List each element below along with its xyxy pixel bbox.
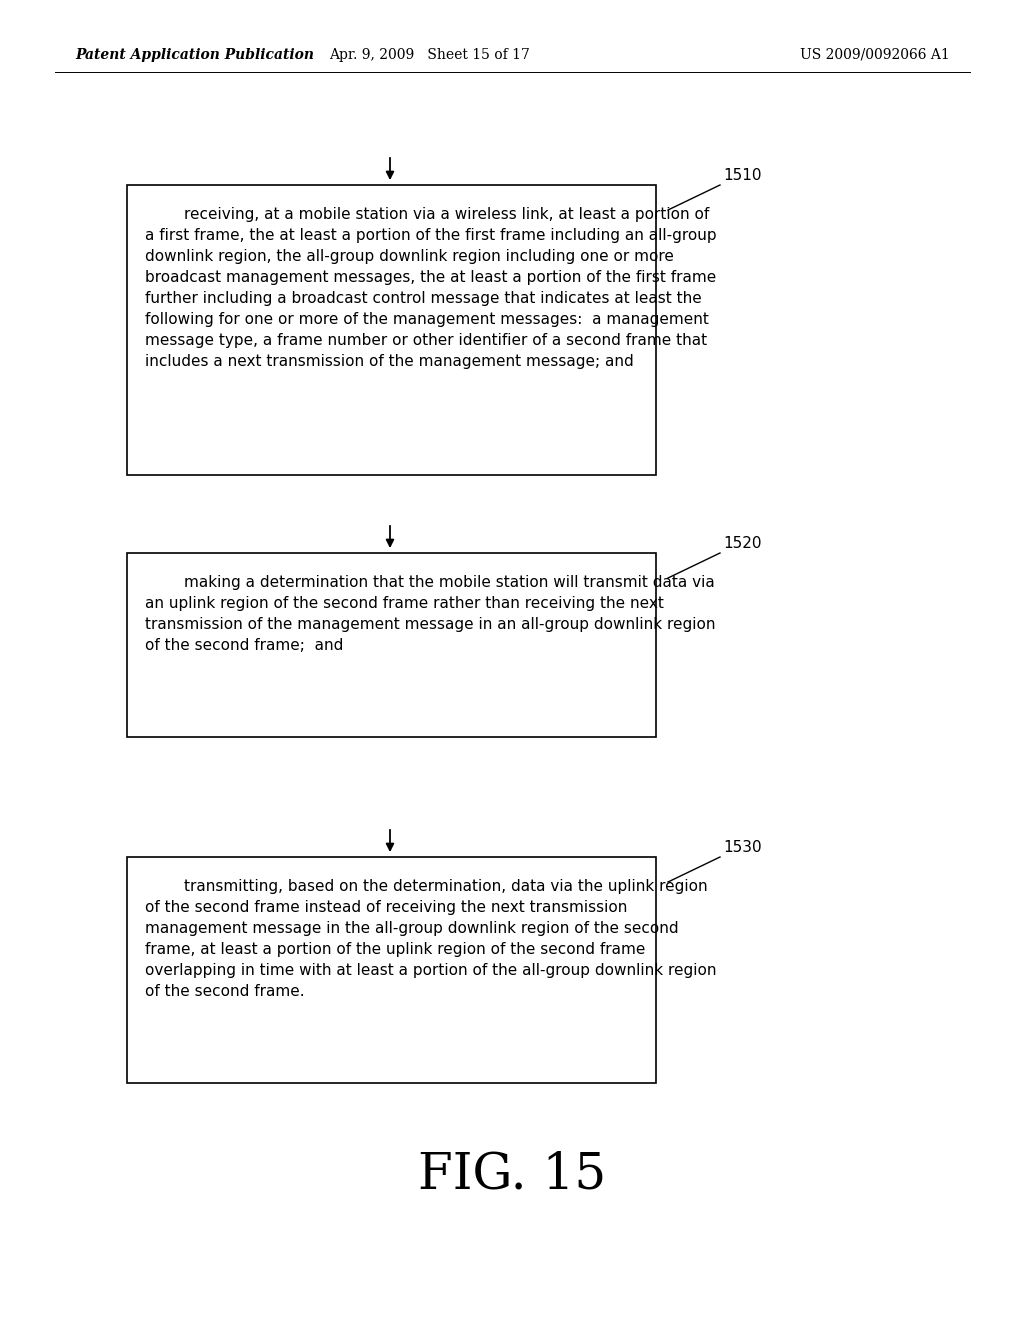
- Text: FIG. 15: FIG. 15: [418, 1150, 606, 1200]
- Text: Patent Application Publication: Patent Application Publication: [75, 48, 314, 62]
- Text: Apr. 9, 2009   Sheet 15 of 17: Apr. 9, 2009 Sheet 15 of 17: [330, 48, 530, 62]
- Text: 1520: 1520: [723, 536, 762, 550]
- Text: making a determination that the mobile station will transmit data via
an uplink : making a determination that the mobile s…: [145, 576, 716, 653]
- Text: 1510: 1510: [723, 168, 762, 183]
- Text: receiving, at a mobile station via a wireless link, at least a portion of
a firs: receiving, at a mobile station via a wir…: [145, 207, 717, 370]
- Text: transmitting, based on the determination, data via the uplink region
of the seco: transmitting, based on the determination…: [145, 879, 717, 999]
- Bar: [127, 185, 656, 475]
- Bar: [127, 553, 656, 737]
- Text: 1530: 1530: [723, 840, 762, 855]
- Text: US 2009/0092066 A1: US 2009/0092066 A1: [800, 48, 950, 62]
- Bar: [127, 857, 656, 1082]
